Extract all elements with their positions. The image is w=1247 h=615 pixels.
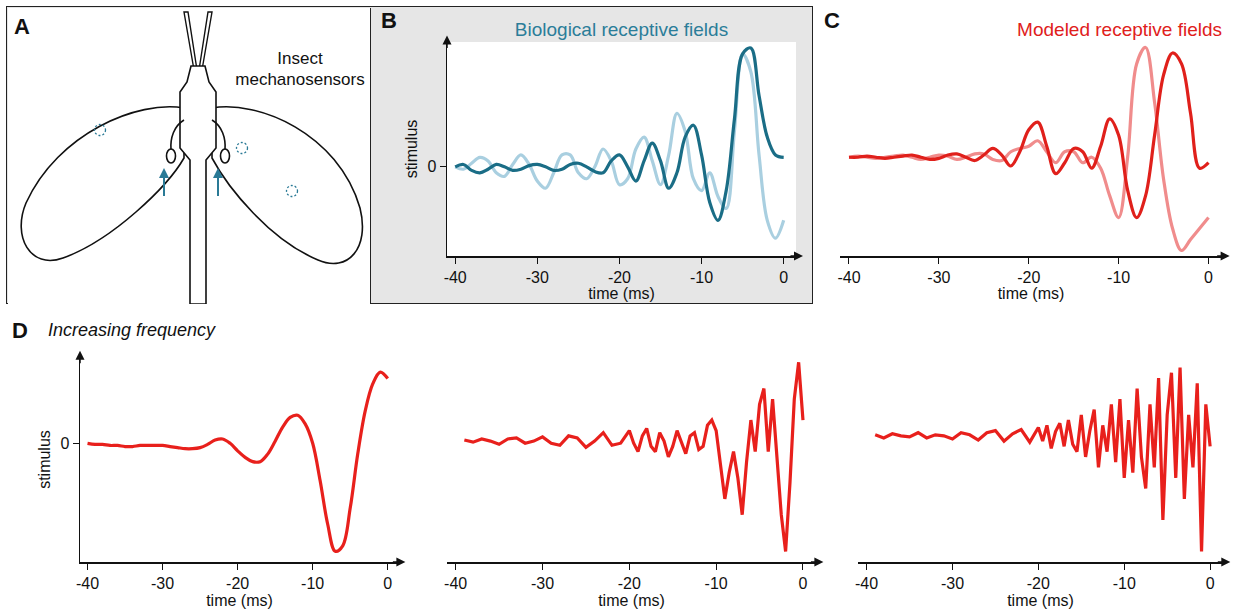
svg-text:Insect: Insect: [277, 49, 323, 68]
svg-text:stimulus: stimulus: [403, 120, 420, 179]
svg-text:time (ms): time (ms): [588, 285, 655, 302]
svg-text:0: 0: [383, 575, 392, 592]
svg-text:-10: -10: [705, 575, 728, 592]
svg-text:Biological receptive fields: Biological receptive fields: [515, 19, 728, 40]
svg-text:-20: -20: [618, 575, 641, 592]
svg-text:time (ms): time (ms): [1007, 592, 1074, 609]
svg-text:-30: -30: [526, 269, 549, 286]
svg-text:0: 0: [60, 435, 69, 452]
svg-text:-30: -30: [927, 269, 950, 286]
html-text:Increasing frequency: Increasing frequency: [48, 320, 216, 340]
svg-text:-40: -40: [444, 575, 467, 592]
html-text:B: B: [381, 8, 397, 33]
svg-text:-20: -20: [1017, 269, 1040, 286]
svg-text:-20: -20: [1027, 575, 1050, 592]
svg-text:-20: -20: [608, 269, 631, 286]
svg-text:0: 0: [1204, 269, 1213, 286]
svg-text:0: 0: [427, 158, 436, 175]
svg-text:Modeled receptive fields: Modeled receptive fields: [1017, 19, 1222, 40]
svg-text:time (ms): time (ms): [998, 285, 1065, 302]
svg-text:0: 0: [1206, 575, 1215, 592]
html-text:C: C: [824, 8, 840, 33]
svg-text:-40: -40: [444, 269, 467, 286]
svg-text:A: A: [14, 14, 30, 39]
svg-text:stimulus: stimulus: [36, 430, 53, 489]
svg-text:time (ms): time (ms): [206, 592, 273, 609]
svg-text:-30: -30: [531, 575, 554, 592]
svg-text:-30: -30: [151, 575, 174, 592]
svg-text:-10: -10: [690, 269, 713, 286]
svg-text:-10: -10: [1107, 269, 1130, 286]
svg-text:-10: -10: [1113, 575, 1136, 592]
svg-text:-30: -30: [941, 575, 964, 592]
svg-text:0: 0: [799, 575, 808, 592]
svg-text:-40: -40: [837, 269, 860, 286]
svg-text:-40: -40: [855, 575, 878, 592]
svg-text:time (ms): time (ms): [598, 592, 665, 609]
svg-text:-40: -40: [76, 575, 99, 592]
svg-text:-10: -10: [301, 575, 324, 592]
svg-text:-20: -20: [226, 575, 249, 592]
html-text:D: D: [12, 318, 28, 343]
svg-text:0: 0: [779, 269, 788, 286]
svg-text:mechanosensors: mechanosensors: [235, 70, 364, 89]
